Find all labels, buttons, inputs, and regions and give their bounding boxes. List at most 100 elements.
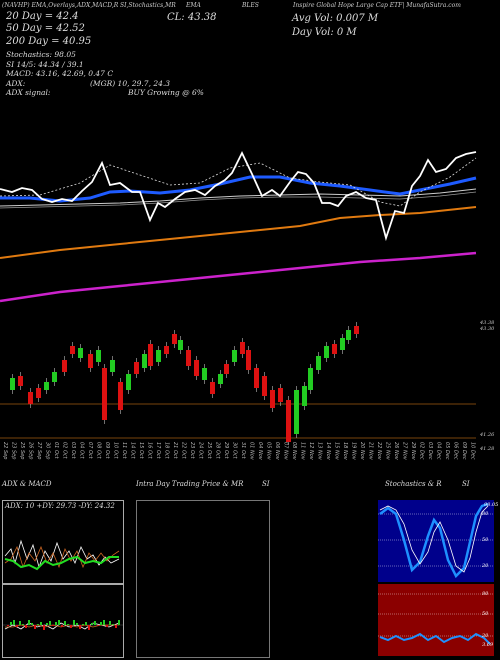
- header-title: (NAVHP) EMA,Overlays,ADX,MACD,R: [2, 2, 119, 9]
- candle-body: [254, 368, 259, 388]
- date-label: 14 Oct: [130, 442, 136, 460]
- header-ema-tag: EMA: [186, 2, 201, 9]
- macd-histogram: [7, 620, 120, 630]
- candle-body: [102, 368, 107, 420]
- date-label: 27 Nov: [402, 442, 408, 461]
- candle-body: [232, 350, 237, 362]
- adx-label: ADX:: [6, 79, 26, 88]
- macd-bar: [7, 625, 9, 626]
- macd-bar: [109, 621, 111, 625]
- candle-body: [278, 388, 283, 402]
- avg-volume: Avg Vol: 0.007 M: [292, 13, 379, 24]
- candle-body: [324, 346, 329, 358]
- date-label: 12 Nov: [308, 442, 314, 461]
- date-label: 22 Nov: [376, 442, 382, 461]
- date-label: 29 Nov: [410, 442, 416, 461]
- stoch-k-line: [379, 502, 489, 579]
- macd-bar: [91, 623, 93, 625]
- candle-body: [10, 378, 15, 390]
- date-label: 10 Oct: [113, 442, 119, 460]
- date-label: 16 Oct: [147, 442, 153, 460]
- macd-bar: [37, 624, 39, 625]
- date-label: 11 Nov: [300, 442, 306, 461]
- macd-bar: [115, 625, 117, 628]
- stochastics-value: Stochastics: 98.05: [6, 50, 76, 59]
- date-label: 18 Oct: [164, 442, 170, 460]
- date-label: 05 Nov: [266, 442, 272, 461]
- candle-body: [316, 356, 321, 370]
- r-tick-50: 50: [482, 611, 489, 617]
- stoch-tick-80: 80: [482, 511, 489, 517]
- date-label: 25 Sep: [19, 442, 25, 459]
- macd-bar: [64, 621, 66, 625]
- r-tick-80: 80: [482, 591, 489, 597]
- candle-body: [262, 376, 267, 396]
- date-label: 15 Nov: [334, 442, 340, 461]
- date-label: 28 Oct: [215, 442, 221, 460]
- date-label: 03 Dec: [427, 442, 433, 460]
- date-label: 02 Dec: [419, 442, 425, 460]
- header-ticker: BLES: [242, 2, 259, 9]
- r-value: 3.69: [482, 642, 494, 648]
- date-label: 30 Oct: [232, 442, 238, 460]
- price-ema-chart: [0, 150, 477, 303]
- r-line: [379, 632, 491, 645]
- candle-body: [110, 360, 115, 372]
- day-volume: Day Vol: 0 M: [292, 27, 357, 38]
- candle-body: [118, 382, 123, 410]
- date-label: 23 Sep: [11, 442, 17, 459]
- candle-body: [172, 334, 177, 344]
- header-description: Inspire Global Hope Large Cap ETF| Munaf…: [293, 2, 461, 9]
- candle-body: [332, 344, 337, 354]
- macd-bar: [52, 625, 54, 626]
- macd-bar: [13, 620, 15, 625]
- macd-bar: [106, 625, 108, 627]
- macd-bar: [85, 622, 87, 625]
- intraday-panel: [136, 500, 270, 658]
- price-label-low1: 41.26: [480, 432, 495, 438]
- date-label: 07 Nov: [283, 442, 289, 461]
- candle-body: [164, 346, 169, 354]
- stoch-d-line: [379, 505, 489, 573]
- date-label: 08 Nov: [291, 442, 297, 461]
- macd-bar: [70, 625, 72, 628]
- candle-body: [178, 340, 183, 350]
- date-label: 26 Sep: [28, 442, 34, 459]
- date-label: 10 Dec: [470, 442, 476, 460]
- date-label: 01 Nov: [249, 442, 255, 461]
- candle-body: [308, 368, 313, 390]
- r-panel: 80 50 20 3.69: [378, 584, 494, 656]
- candle-body: [134, 362, 139, 374]
- macd-bar: [76, 623, 78, 625]
- si-value: SI 14/5: 44.34 / 39.1: [6, 60, 84, 69]
- candlestick-chart: [0, 322, 476, 445]
- candle-body: [286, 400, 291, 442]
- macd-bar: [25, 625, 27, 628]
- date-label: 30 Sep: [45, 442, 51, 459]
- stoch-panel-title: Stochastics & R: [385, 480, 442, 488]
- date-label: 09 Dec: [461, 442, 467, 460]
- date-axis: 22 Sep 23 Sep 25 Sep 26 Sep 27 Sep 30 Sep 01 O…: [2, 442, 476, 461]
- date-label: 24 Oct: [198, 442, 204, 460]
- macd-bar: [28, 620, 30, 625]
- macd-bar: [34, 625, 36, 629]
- date-label: 22 Sep: [2, 442, 8, 459]
- macd-bar: [82, 624, 84, 625]
- macd-bar: [103, 620, 105, 625]
- date-label: 04 Nov: [257, 442, 263, 461]
- candle-body: [340, 338, 345, 350]
- r-tick-20: 20: [482, 633, 489, 639]
- macd-bar: [22, 624, 24, 625]
- macd-bar: [61, 625, 63, 627]
- date-label: 27 Sep: [36, 442, 42, 459]
- stoch-tick-20: 20: [482, 563, 489, 569]
- candle-body: [18, 376, 23, 386]
- date-label: 13 Nov: [317, 442, 323, 461]
- date-label: 23 Oct: [189, 442, 195, 460]
- date-label: 21 Oct: [172, 442, 178, 460]
- macd-bar: [31, 623, 33, 625]
- candle-body: [224, 364, 229, 374]
- candle-body: [354, 326, 359, 334]
- stoch-value: 98.05: [484, 502, 499, 508]
- ema200-value: 200 Day = 40.95: [6, 36, 92, 47]
